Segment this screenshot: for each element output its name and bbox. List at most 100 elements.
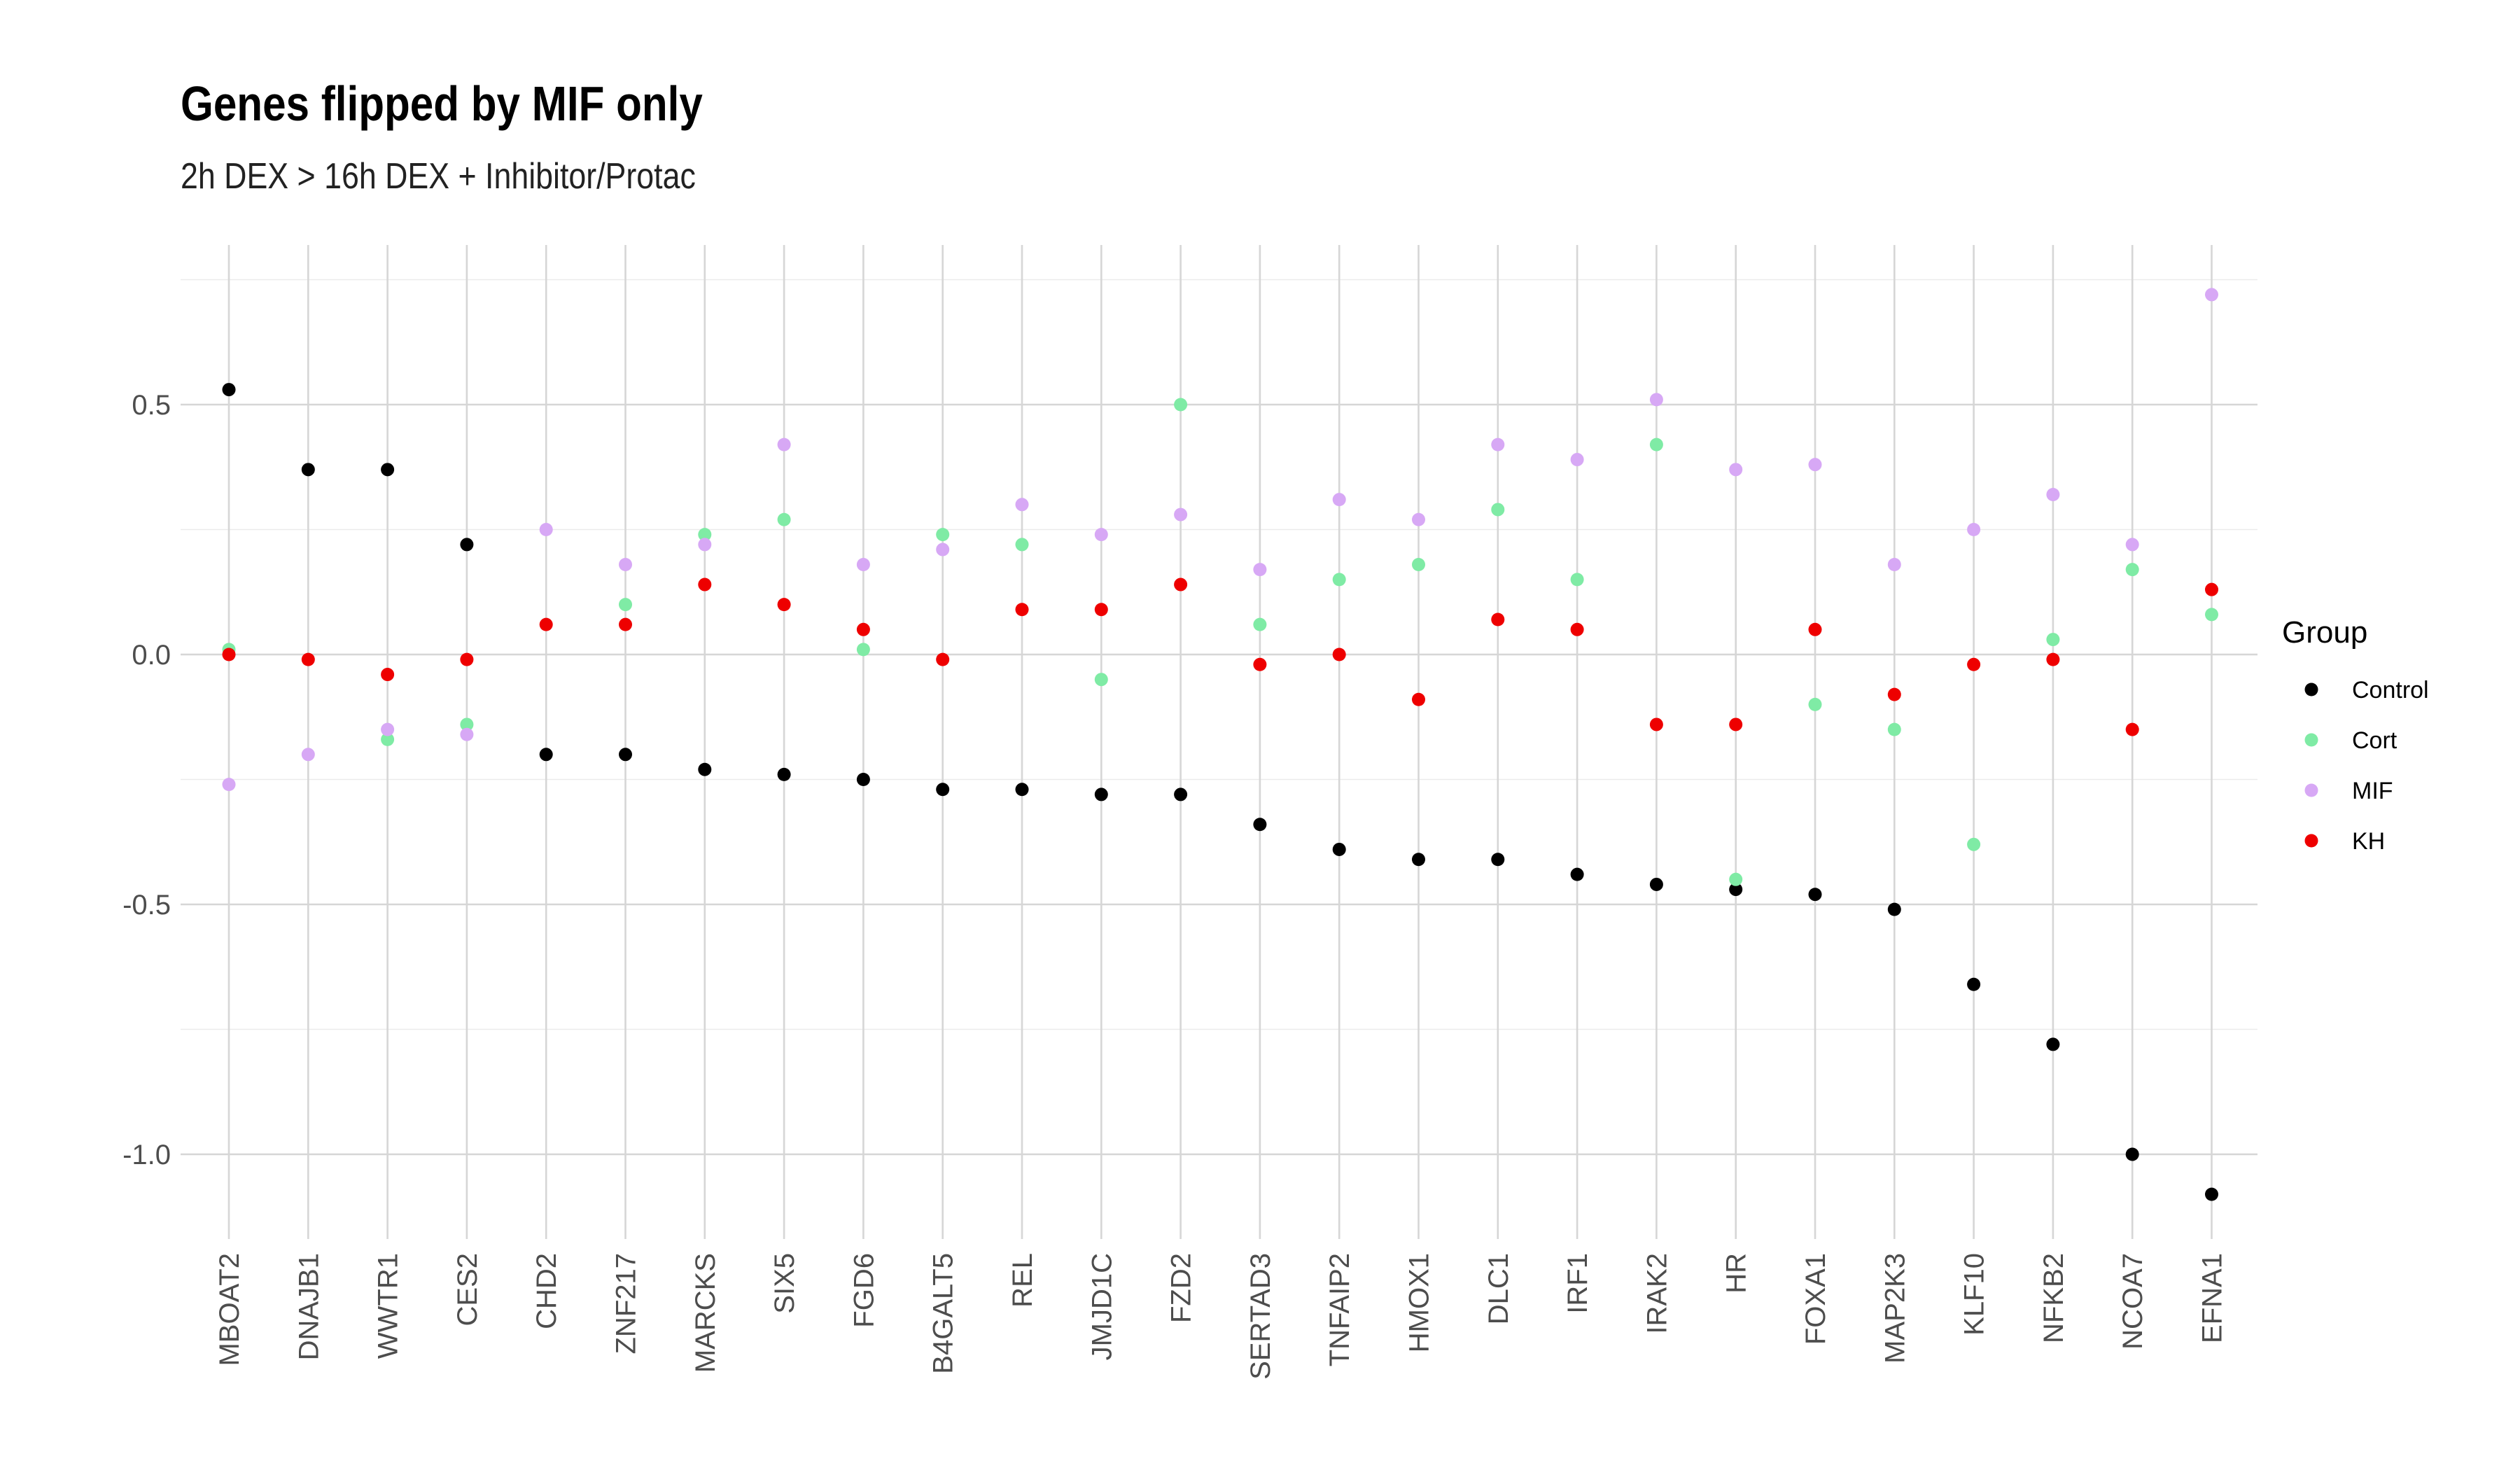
data-point: [1491, 438, 1505, 451]
data-point: [1887, 902, 1901, 916]
data-point: [2125, 538, 2139, 552]
data-point: [539, 617, 553, 631]
x-tick-label: WWTR1: [373, 1253, 404, 1359]
data-point: [2125, 1147, 2139, 1161]
series-kh: [222, 578, 2218, 736]
x-tick-label: NCOA7: [2118, 1253, 2148, 1350]
data-point: [936, 652, 950, 666]
data-point: [1729, 463, 1743, 477]
x-tick-label: FZD2: [1166, 1253, 1197, 1323]
data-point: [1015, 603, 1029, 617]
legend-key: [2304, 783, 2318, 797]
data-point: [222, 648, 236, 662]
data-point: [1967, 837, 1981, 851]
data-point: [2205, 582, 2218, 596]
data-point: [777, 512, 791, 526]
data-point: [381, 732, 395, 746]
data-point: [856, 643, 870, 657]
legend-key: [2304, 733, 2318, 747]
x-tick-label: TNFAIP2: [1324, 1253, 1355, 1366]
data-point: [1412, 512, 1425, 526]
data-point: [1094, 788, 1108, 802]
data-point: [698, 538, 712, 552]
data-point: [1253, 657, 1267, 671]
series-mif: [222, 288, 2218, 792]
data-point: [381, 463, 395, 477]
x-tick-label: B4GALT5: [928, 1253, 959, 1374]
data-point: [301, 652, 315, 666]
data-point: [222, 778, 236, 792]
data-point: [1332, 573, 1346, 587]
data-point: [2125, 722, 2139, 736]
chart-title: Genes flipped by MIF only: [181, 76, 703, 131]
data-point: [222, 383, 236, 397]
data-point: [1412, 557, 1425, 571]
data-point: [1808, 697, 1822, 711]
legend-key: [2304, 682, 2318, 696]
data-point: [1649, 718, 1663, 732]
x-tick-label: HMOX1: [1404, 1253, 1435, 1352]
legend-label: Control: [2352, 677, 2429, 704]
data-point: [539, 748, 553, 762]
data-point: [2125, 563, 2139, 577]
x-tick-label: SERTAD3: [1245, 1253, 1276, 1380]
y-tick-label: 0.5: [132, 390, 171, 421]
data-point: [460, 538, 474, 552]
legend-key: [2304, 834, 2318, 848]
data-point: [1729, 883, 1743, 897]
data-point: [2205, 1187, 2218, 1201]
data-point: [1649, 877, 1663, 891]
data-point: [460, 718, 474, 732]
data-point: [777, 438, 791, 451]
data-point: [2205, 288, 2218, 302]
x-tick-label: DLC1: [1483, 1253, 1514, 1324]
data-point: [936, 542, 950, 556]
series-control: [222, 383, 2218, 1201]
data-point: [1491, 503, 1505, 517]
data-point: [619, 598, 632, 612]
x-tick-label: DNAJB1: [293, 1253, 324, 1360]
data-point: [1491, 612, 1505, 626]
x-axis-ticks: MBOAT2 DNAJB1 WWTR1 CES2 CHD2 ZNF217 MARCKS SIX…: [214, 1253, 2228, 1380]
data-point: [1570, 453, 1584, 467]
data-points: [222, 288, 2218, 1201]
data-point: [1174, 788, 1188, 802]
data-point: [1253, 818, 1267, 832]
data-point: [1491, 853, 1505, 867]
x-tick-label: EFNA1: [2197, 1253, 2228, 1343]
data-point: [1570, 622, 1584, 636]
data-point: [1015, 538, 1029, 552]
y-axis-ticks: 0.5 0.0 -0.5 -1.0: [122, 390, 171, 1170]
x-tick-label: IRF1: [1562, 1253, 1593, 1314]
data-point: [301, 748, 315, 762]
y-tick-label: -0.5: [122, 890, 171, 920]
data-point: [2046, 488, 2060, 502]
data-point: [1174, 578, 1188, 592]
data-point: [777, 598, 791, 612]
y-tick-label: 0.0: [132, 640, 171, 671]
data-point: [2046, 633, 2060, 647]
x-tick-label: REL: [1007, 1253, 1038, 1308]
legend-label: MIF: [2352, 778, 2393, 804]
legend-label: KH: [2352, 828, 2385, 855]
x-tick-label: MARCKS: [690, 1253, 721, 1373]
data-point: [1253, 617, 1267, 631]
data-point: [2046, 1037, 2060, 1051]
data-point: [1412, 853, 1425, 867]
x-tick-label: JMJD1C: [1086, 1253, 1117, 1360]
data-point: [856, 557, 870, 571]
data-point: [1808, 458, 1822, 472]
data-point: [1887, 722, 1901, 736]
x-tick-label: CES2: [452, 1253, 483, 1326]
legend-title: Group: [2282, 615, 2367, 650]
x-tick-label: IRAK2: [1642, 1253, 1672, 1334]
data-point: [1332, 493, 1346, 507]
data-point: [1967, 523, 1981, 536]
data-point: [1808, 622, 1822, 636]
data-point: [1570, 573, 1584, 587]
x-tick-label: ZNF217: [611, 1253, 642, 1354]
data-point: [1808, 888, 1822, 902]
x-tick-label: CHD2: [531, 1253, 562, 1329]
data-point: [1729, 872, 1743, 886]
